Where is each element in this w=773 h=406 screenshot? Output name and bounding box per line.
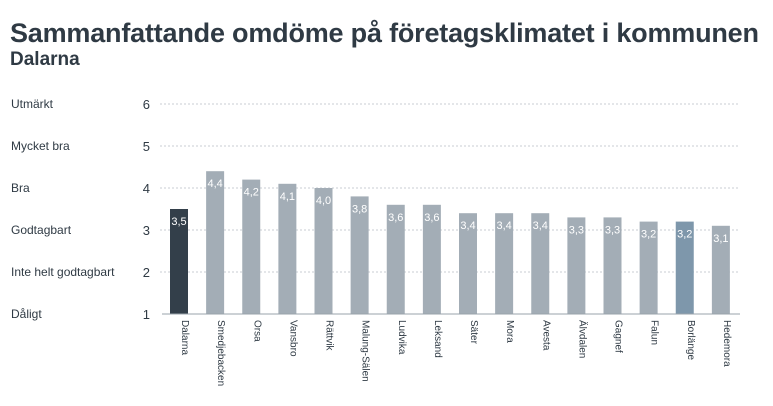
data-label: 4,0	[316, 195, 331, 207]
x-tick-label: Orsa	[251, 320, 262, 342]
bar	[170, 209, 188, 314]
x-tick-label: Säter	[468, 320, 479, 345]
data-label: 3,4	[533, 220, 548, 232]
bar	[386, 204, 405, 314]
x-tick-label: Avesta	[540, 320, 551, 351]
data-label: 3,8	[352, 203, 367, 215]
bar	[206, 171, 225, 314]
data-label: 4,1	[280, 191, 295, 203]
data-label: 3,6	[388, 212, 403, 224]
x-tick-label: Borlänge	[685, 320, 696, 360]
x-tick-label: Smedjebacken	[215, 320, 226, 386]
y-tick-label: 2	[143, 265, 150, 280]
data-label: 4,2	[244, 187, 259, 199]
x-tick-label: Älvdalen	[576, 320, 588, 358]
y-scale-label: Utmärkt	[11, 97, 54, 111]
y-scale-label: Mycket bra	[11, 139, 70, 153]
bar	[495, 213, 514, 314]
x-tick-label: Mora	[504, 320, 515, 343]
y-tick-label: 4	[143, 181, 150, 196]
bar	[675, 221, 694, 314]
x-tick-label: Malung-Sälen	[360, 320, 371, 382]
data-label: 3,3	[569, 224, 584, 236]
bar	[567, 217, 586, 314]
data-label: 3,4	[496, 220, 511, 232]
bar	[278, 183, 297, 314]
data-label: 3,2	[641, 229, 656, 241]
y-tick-label: 1	[143, 307, 150, 322]
bar	[711, 225, 730, 314]
data-label: 3,6	[424, 212, 439, 224]
y-scale-label: Bra	[11, 181, 30, 195]
chart-subtitle: Dalarna	[10, 49, 80, 70]
bar	[531, 213, 550, 314]
x-tick-label: Hedemora	[721, 320, 732, 367]
bar	[639, 221, 658, 314]
y-scale-label: Dåligt	[11, 307, 42, 321]
x-tick-label: Rättvik	[324, 320, 335, 352]
bar	[314, 188, 333, 314]
data-label: 3,1	[713, 233, 728, 245]
bar	[603, 217, 622, 314]
data-label: 3,5	[171, 216, 186, 228]
x-tick-label: Falun	[649, 320, 660, 345]
bar	[422, 204, 441, 314]
data-label: 3,3	[605, 224, 620, 236]
data-label: 4,4	[207, 178, 222, 190]
chart-title: Sammanfattande omdöme på företagsklimate…	[10, 18, 759, 48]
data-label: 3,4	[460, 220, 475, 232]
x-tick-label: Vansbro	[287, 320, 298, 357]
y-tick-label: 6	[143, 97, 150, 112]
x-tick-label: Gagnef	[613, 320, 624, 353]
y-tick-label: 5	[143, 139, 150, 154]
y-scale-label: Godtagbart	[11, 223, 72, 237]
y-tick-label: 3	[143, 223, 150, 238]
y-scale-label: Inte helt godtagbart	[11, 265, 115, 279]
x-tick-label: Leksand	[432, 320, 443, 358]
bar	[242, 179, 261, 314]
data-label: 3,2	[677, 229, 692, 241]
x-tick-label: Dalarna	[179, 320, 190, 355]
bar	[350, 196, 369, 314]
x-tick-label: Ludvika	[396, 320, 407, 355]
bar	[459, 213, 477, 314]
